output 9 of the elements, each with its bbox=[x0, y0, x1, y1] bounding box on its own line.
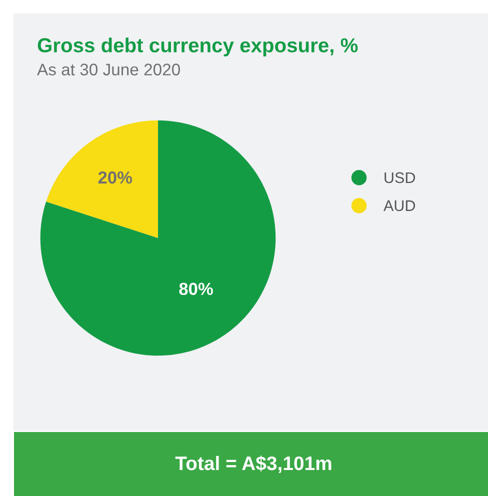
data-label: 80% bbox=[179, 282, 213, 296]
chart-subtitle: As at 30 June 2020 bbox=[37, 64, 180, 76]
legend-label: AUD bbox=[384, 200, 415, 212]
legend-label: USD bbox=[384, 172, 415, 184]
text: Total = A$3,101m bbox=[175, 456, 332, 474]
data-label: 20% bbox=[98, 171, 132, 184]
pie-slice bbox=[40, 120, 276, 356]
chart-title: Gross debt currency exposure, % bbox=[38, 38, 358, 56]
pie-slice bbox=[46, 120, 158, 238]
